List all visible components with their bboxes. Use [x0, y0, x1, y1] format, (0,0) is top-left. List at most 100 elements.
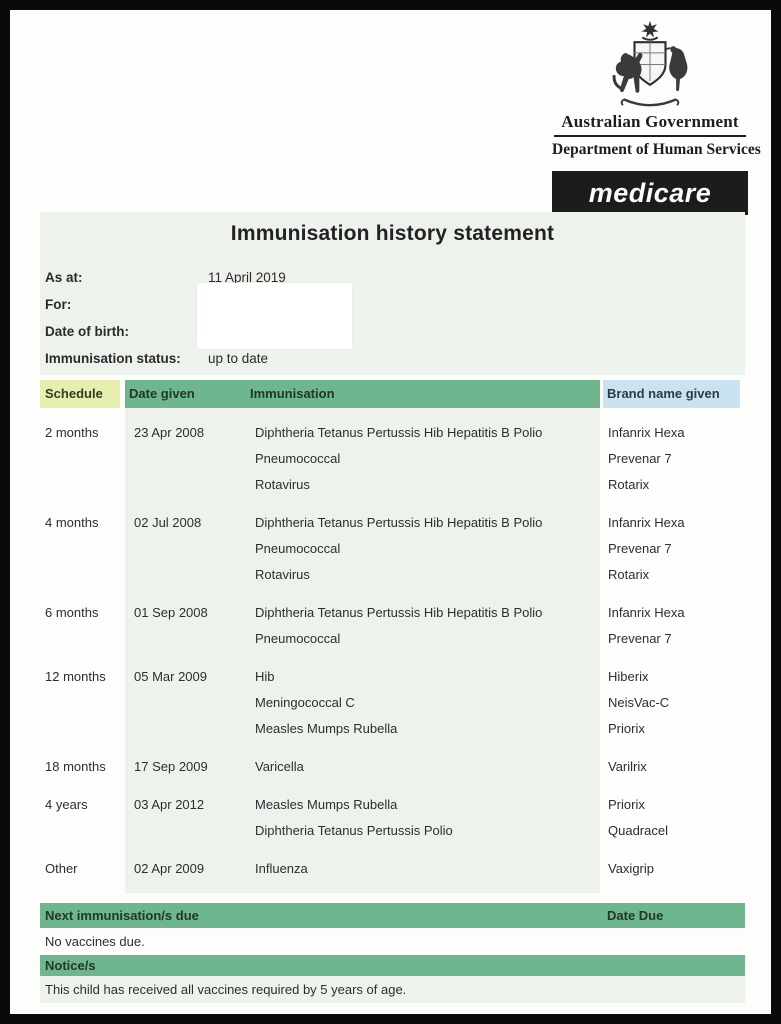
- statement-fields: As at: 11 April 2019 For: Date of birth:…: [40, 264, 745, 372]
- coat-of-arms-icon: [612, 20, 688, 107]
- col-header-immunisation: Immunisation: [250, 386, 335, 401]
- date-value: 17 Sep 2009: [134, 759, 208, 774]
- schedule-cell: 12 months: [40, 664, 129, 742]
- field-immunisation-status: Immunisation status: up to date: [40, 345, 745, 372]
- schedule-value: 18 months: [45, 759, 106, 774]
- notice-text: This child has received all vaccines req…: [45, 982, 407, 997]
- brand-line: Priorix: [608, 797, 645, 812]
- brand-line: Infanrix Hexa: [608, 605, 685, 620]
- date-value: 23 Apr 2008: [134, 425, 205, 440]
- emu-silhouette: [669, 46, 688, 92]
- table-row: 4 months 02 Jul 2008 Diphtheria Tetanus …: [40, 498, 745, 588]
- brand-cell: Varilrix: [603, 754, 745, 780]
- field-label: As at:: [45, 270, 83, 285]
- col-header-schedule: Schedule: [45, 386, 103, 401]
- date-cell: 02 Apr 2009: [129, 856, 250, 882]
- government-name: Australian Government: [561, 112, 739, 131]
- immunisation-line: Diphtheria Tetanus Pertussis Hib Hepatit…: [255, 605, 543, 620]
- brand-line: Rotarix: [608, 567, 650, 582]
- brand-cell: Infanrix Hexa Prevenar 7: [603, 600, 745, 652]
- immunisation-line: Diphtheria Tetanus Pertussis Polio: [255, 823, 453, 838]
- next-due-header: Next immunisation/s due: [45, 908, 199, 923]
- schedule-cell: 4 months: [40, 510, 129, 588]
- date-cell: 02 Jul 2008: [129, 510, 250, 588]
- immunisation-line: Measles Mumps Rubella: [255, 797, 398, 812]
- table-row: Other 02 Apr 2009 Influenza Vaxigrip: [40, 844, 745, 882]
- notices-header: Notice/s: [45, 958, 96, 973]
- field-label: Date of birth:: [45, 324, 129, 339]
- schedule-header-band: [40, 380, 120, 408]
- date-cell: 05 Mar 2009: [129, 664, 250, 742]
- schedule-value: 2 months: [45, 425, 99, 440]
- field-label: Immunisation status:: [45, 351, 181, 366]
- immunisation-line: Pneumococcal: [255, 451, 341, 466]
- commonwealth-star: [641, 20, 659, 38]
- brand-line: Vaxigrip: [608, 861, 655, 876]
- schedule-value: 6 months: [45, 605, 99, 620]
- government-header: Australian Government Department of Huma…: [552, 18, 761, 215]
- immunisation-line: Meningococcal C: [255, 695, 355, 710]
- table-row: 12 months 05 Mar 2009 Hib Meningococcal …: [40, 652, 745, 742]
- immunisation-cell: Measles Mumps Rubella Diphtheria Tetanus…: [250, 792, 603, 844]
- immunisation-cell: Varicella: [250, 754, 603, 780]
- next-due-value-row: No vaccines due.: [40, 928, 745, 955]
- immunisation-cell: Diphtheria Tetanus Pertussis Hib Hepatit…: [250, 600, 603, 652]
- brand-line: Prevenar 7: [608, 451, 672, 466]
- table-row: 2 months 23 Apr 2008 Diphtheria Tetanus …: [40, 408, 745, 498]
- immunisation-cell: Diphtheria Tetanus Pertussis Hib Hepatit…: [250, 420, 603, 498]
- brand-header-band: [603, 380, 740, 408]
- date-value: 05 Mar 2009: [134, 669, 207, 684]
- schedule-value: 4 months: [45, 515, 99, 530]
- header-divider: [554, 135, 746, 137]
- field-value: up to date: [208, 351, 269, 366]
- immunisation-cell: Influenza: [250, 856, 603, 882]
- immunisation-line: Diphtheria Tetanus Pertussis Hib Hepatit…: [255, 515, 543, 530]
- immunisation-line: Hib: [255, 669, 275, 684]
- brand-line: Prevenar 7: [608, 631, 672, 646]
- main-header-band: [125, 380, 600, 408]
- date-due-header: Date Due: [607, 908, 664, 923]
- table-header: Schedule Date given Immunisation Brand n…: [10, 380, 771, 408]
- brand-line: Prevenar 7: [608, 541, 672, 556]
- immunisation-cell: Hib Meningococcal C Measles Mumps Rubell…: [250, 664, 603, 742]
- schedule-value: 4 years: [45, 797, 88, 812]
- field-value: 11 April 2019: [208, 270, 286, 285]
- immunisation-line: Pneumococcal: [255, 541, 341, 556]
- notices-bar: Notice/s: [40, 955, 745, 976]
- schedule-value: Other: [45, 861, 78, 876]
- date-cell: 03 Apr 2012: [129, 792, 250, 844]
- immunisation-line: Influenza: [255, 861, 308, 876]
- immunisation-line: Rotavirus: [255, 477, 310, 492]
- kangaroo-silhouette: [615, 52, 643, 93]
- col-header-date-given: Date given: [129, 386, 195, 401]
- statement-header-block: Immunisation history statement As at: 11…: [40, 212, 745, 375]
- field-date-of-birth: Date of birth:: [40, 318, 745, 345]
- table-body-tint: [125, 408, 600, 893]
- table-row: 4 years 03 Apr 2012 Measles Mumps Rubell…: [40, 780, 745, 844]
- date-value: 03 Apr 2012: [134, 797, 205, 812]
- next-immunisations-bar: Next immunisation/s due Date Due: [40, 903, 745, 928]
- brand-line: Varilrix: [608, 759, 647, 774]
- brand-line: Infanrix Hexa: [608, 425, 685, 440]
- schedule-cell: 2 months: [40, 420, 129, 498]
- brand-cell: Priorix Quadracel: [603, 792, 745, 844]
- page-title: Immunisation history statement: [230, 222, 555, 245]
- date-value: 02 Apr 2009: [134, 861, 205, 876]
- brand-line: NeisVac-C: [608, 695, 670, 710]
- table-row: 18 months 17 Sep 2009 Varicella Varilrix: [40, 742, 745, 780]
- next-due-value: No vaccines due.: [45, 934, 145, 949]
- brand-cell: Vaxigrip: [603, 856, 745, 882]
- brand-line: Infanrix Hexa: [608, 515, 685, 530]
- field-for: For:: [40, 291, 745, 318]
- date-cell: 17 Sep 2009: [129, 754, 250, 780]
- field-as-at: As at: 11 April 2019: [40, 264, 745, 291]
- date-cell: 23 Apr 2008: [129, 420, 250, 498]
- immunisation-table: 2 months 23 Apr 2008 Diphtheria Tetanus …: [40, 408, 745, 882]
- schedule-cell: Other: [40, 856, 129, 882]
- brand-cell: Hiberix NeisVac-C Priorix: [603, 664, 745, 742]
- document-page: Australian Government Department of Huma…: [10, 10, 771, 1014]
- brand-line: Priorix: [608, 721, 645, 736]
- brand-line: Hiberix: [608, 669, 649, 684]
- schedule-cell: 6 months: [40, 600, 129, 652]
- redaction-box: [197, 283, 352, 349]
